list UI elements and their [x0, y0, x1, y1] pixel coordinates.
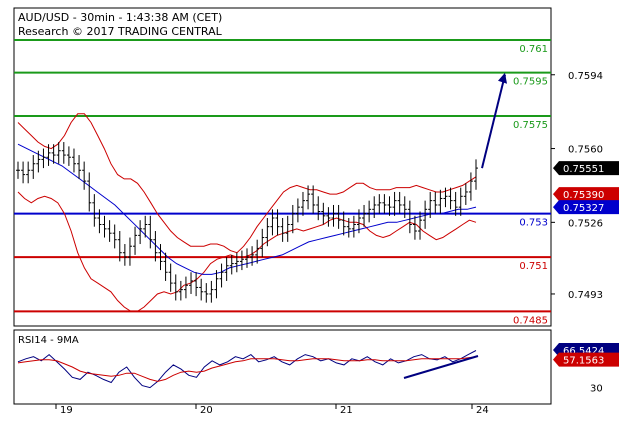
- price-badge-label: 0.75390: [563, 190, 604, 201]
- y-tick-label: 0.7560: [568, 145, 603, 156]
- rsi-badge-label: 57.1563: [563, 356, 604, 367]
- level-label: 0.753: [519, 218, 548, 229]
- rsi-y-tick-label: 30: [590, 384, 603, 395]
- y-tick-label: 0.7594: [568, 71, 603, 82]
- projection-arrow: [481, 74, 506, 169]
- x-tick-label: 24: [476, 405, 489, 416]
- projection-arrowhead: [498, 72, 507, 84]
- rsi-panel-frame: [13, 329, 552, 405]
- x-tick-label: 19: [60, 405, 73, 416]
- y-tick-label: 0.7493: [568, 290, 603, 301]
- level-label: 0.7485: [513, 315, 548, 326]
- rsi-badge-label: 66.5424: [563, 346, 604, 357]
- chart-subtitle: Research © 2017 TRADING CENTRAL: [18, 25, 223, 38]
- y-tick-label: 0.7526: [568, 218, 603, 229]
- price-badge-bg: [553, 161, 619, 176]
- rsi-trendline: [403, 355, 479, 379]
- x-tick-label: 20: [200, 405, 213, 416]
- rsi-panel-label: RSI14 - 9MA: [18, 335, 79, 346]
- level-label: 0.751: [519, 261, 548, 272]
- rsi-line: [17, 350, 477, 389]
- bollinger-upper-line: [17, 113, 477, 254]
- rsi-badge-bg: [553, 352, 619, 367]
- rsi-ma-line: [17, 356, 477, 382]
- chart-title: AUD/USD - 30min - 1:43:38 AM (CET): [18, 11, 222, 24]
- level-label: 0.7595: [513, 77, 548, 88]
- x-tick-label: 21: [340, 405, 353, 416]
- price-badge-bg: [553, 187, 619, 202]
- level-label: 0.761: [519, 44, 548, 55]
- price-badge-label: 0.75551: [563, 164, 604, 175]
- price-badge-label: 0.75327: [563, 203, 604, 214]
- price-panel-frame: [13, 7, 552, 327]
- price-badge-bg: [553, 200, 619, 215]
- level-label: 0.7575: [513, 120, 548, 131]
